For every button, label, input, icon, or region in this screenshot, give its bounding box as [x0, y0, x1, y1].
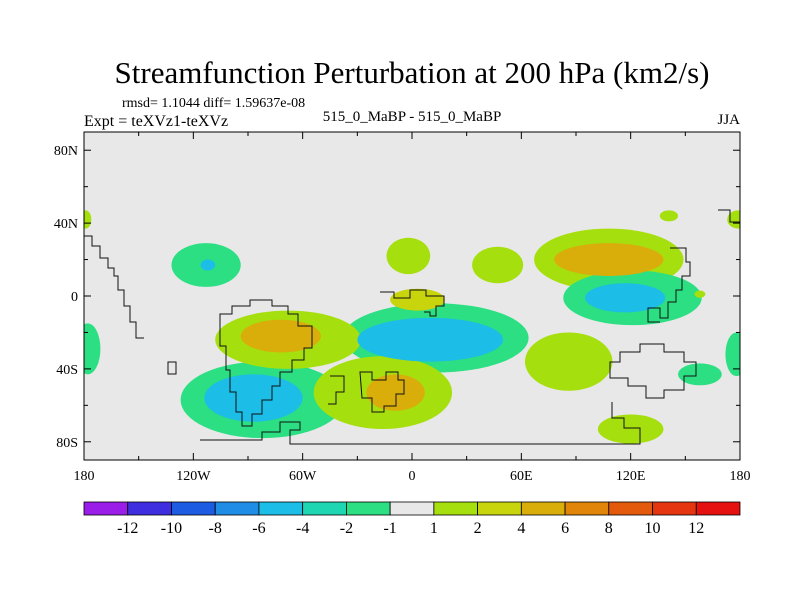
contour-positive-center-south-africa [366, 374, 425, 411]
coastline-southern-africa [359, 371, 405, 413]
coastline-north-america [84, 235, 144, 339]
contour-fill-layer [84, 210, 740, 444]
colorbar-label: 12 [688, 520, 704, 537]
colorbar-label: 2 [474, 520, 482, 537]
colorbar-label: -4 [296, 520, 309, 537]
axes: 180 120W 60W 0 60E 120E 180 80N 40N 0 40S 80S [54, 132, 751, 484]
contour-positive-west-africa [390, 288, 445, 311]
colorbar-box [345, 501, 391, 516]
colorbar-box [564, 501, 610, 516]
coastline-south-america [219, 299, 313, 427]
colorbar-label: -8 [209, 520, 222, 537]
colorbar-box [695, 501, 741, 516]
contour-negative-center-southeast-pacific [204, 374, 303, 422]
y-tick-label: 0 [71, 290, 78, 305]
x-tick-label: 60W [289, 469, 317, 484]
right-subtitle: JJA [717, 112, 740, 128]
colorbar-box [608, 501, 653, 516]
coastline-pacific-island [167, 361, 177, 375]
colorbar-box [433, 501, 479, 516]
contour-positive-center-asia [554, 243, 664, 276]
contour-negative-center-north-pacific [200, 259, 216, 271]
colorbar-label: 6 [561, 520, 569, 537]
contour-negative-center-maritime [585, 283, 666, 313]
colorbar-box [389, 501, 435, 516]
coastline-australia [609, 343, 697, 399]
colorbar-box [520, 501, 566, 516]
colorbar-label: -10 [161, 520, 182, 537]
stats-line: rmsd= 1.1044 diff= 1.59637e-08 [122, 96, 305, 111]
colorbar-box [258, 501, 304, 516]
y-tick-label: 40S [56, 363, 78, 378]
colorbar-label: -6 [252, 520, 265, 537]
colorbar-label: 4 [517, 520, 525, 537]
colorbar: -12 -10 -8 -6 -4 -2 -1 1 2 4 6 8 10 12 [83, 501, 741, 537]
colorbar-box [214, 501, 260, 516]
contour-negative-west-edge [84, 323, 101, 375]
colorbar-label: -1 [383, 520, 396, 537]
x-tick-label: 120W [176, 469, 211, 484]
contour-negative-center-south-atlantic [357, 317, 504, 362]
x-tick-label: 180 [74, 469, 95, 484]
coastlines [84, 209, 740, 445]
colorbar-label: 1 [430, 520, 438, 537]
colorbar-box [477, 501, 522, 516]
colorbar-label: -12 [117, 520, 138, 537]
x-tick-label: 120E [616, 469, 646, 484]
coastline-asia [647, 247, 691, 323]
coastline-arctic-edge [718, 209, 740, 223]
coastline-africa [380, 289, 445, 317]
center-subtitle: 515_0_MaBP - 515_0_MaBP [323, 109, 502, 125]
contour-positive-center-south-america [240, 319, 321, 353]
contour-negative-south-pacific-edge [678, 363, 722, 386]
colorbar-box [302, 501, 347, 516]
colorbar-box [652, 501, 697, 516]
contour-negative-east-edge [725, 332, 740, 377]
left-subtitle: Expt = teXVz1-teXVz [84, 113, 228, 130]
contour-positive-arabia [472, 246, 524, 284]
colorbar-box [83, 501, 129, 516]
contour-positive-indian-ocean [524, 332, 613, 391]
contour-positive-south-indian [597, 414, 664, 444]
y-tick-label: 40N [54, 217, 78, 232]
y-tick-label: 80N [54, 144, 78, 159]
colorbar-box [127, 501, 172, 516]
x-tick-label: 0 [409, 469, 416, 484]
chart-title: Streamfunction Perturbation at 200 hPa (… [115, 55, 710, 90]
contour-positive-west-edge-north [84, 210, 92, 229]
contour-positive-east-edge-north [727, 210, 740, 229]
x-tick-label: 180 [730, 469, 751, 484]
contour-positive-japan [659, 210, 679, 222]
colorbar-label: 8 [605, 520, 613, 537]
colorbar-box [171, 501, 216, 516]
colorbar-label: 10 [645, 520, 661, 537]
colorbar-label: -2 [340, 520, 353, 537]
contour-positive-pacific-spot [694, 290, 706, 298]
coastline-antarctica [200, 402, 641, 445]
coastline-antarctic-peninsula [328, 375, 345, 405]
y-tick-label: 80S [56, 436, 78, 451]
x-tick-label: 60E [510, 469, 533, 484]
contour-positive-north-africa [386, 237, 431, 275]
